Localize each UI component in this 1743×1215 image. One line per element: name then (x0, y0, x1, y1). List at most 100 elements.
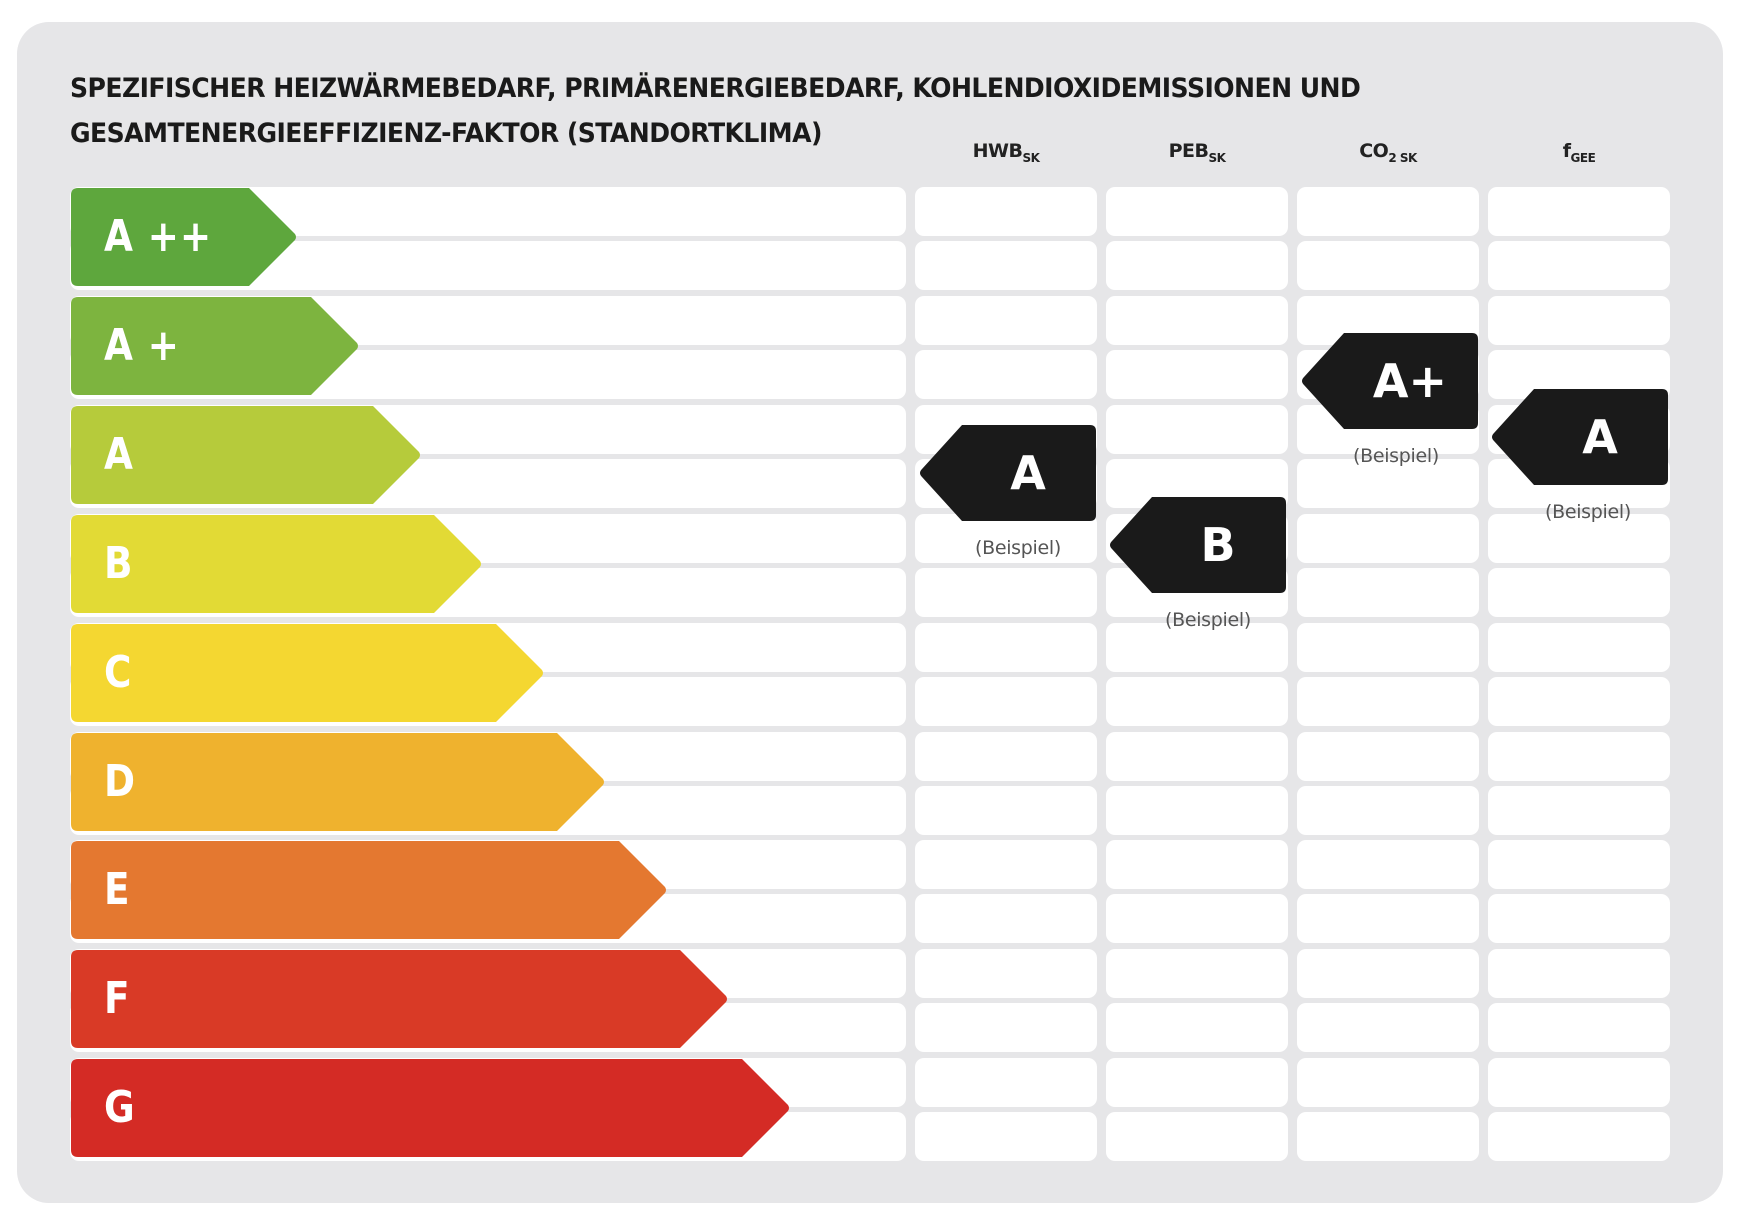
class-label: E (104, 864, 131, 916)
class-label: D (104, 755, 136, 807)
marker-arrow-shape (1492, 389, 1668, 485)
class-label: B (104, 537, 134, 589)
arrow-shape (71, 188, 296, 286)
arrow-shape (71, 1059, 789, 1158)
class-arrow-0: A ++ (70, 187, 297, 287)
marker-hwb-label: A (1010, 446, 1046, 500)
marker-fgee-caption: (Beispiel) (1544, 501, 1632, 523)
grid-cell (915, 513, 1097, 563)
grid-cell (1106, 349, 1288, 399)
grid-cell (915, 949, 1097, 999)
grid-cell (1106, 622, 1288, 672)
grid-cell (1297, 840, 1479, 890)
grid-cell (1297, 1112, 1479, 1162)
grid-cell (1488, 894, 1670, 944)
column-header-hwb: HWBSK (915, 140, 1097, 165)
grid-cell (1488, 241, 1670, 290)
grid-cell (1297, 241, 1479, 290)
grid-cell (1297, 567, 1479, 617)
column-header-fgee: fGEE (1488, 140, 1670, 165)
grid-cell (1106, 894, 1288, 944)
column-header-co2-subscript: 2 (1388, 151, 1397, 165)
grid-cell (1297, 1003, 1479, 1053)
column-header-fgee-sub: GEE (1570, 151, 1596, 165)
column-header-peb-main: PEB (1168, 140, 1209, 162)
grid-cell (1488, 1058, 1670, 1108)
grid-cell (915, 187, 1097, 236)
grid-cell (1488, 840, 1670, 890)
marker-fgee: A (1490, 387, 1670, 487)
column-header-co2: CO2 SK (1297, 140, 1479, 165)
grid-cell (915, 622, 1097, 672)
grid-cell (1106, 949, 1288, 999)
marker-arrow-shape (1110, 497, 1286, 593)
class-label: G (104, 1082, 136, 1134)
grid-cell (1488, 949, 1670, 999)
grid-cell (1106, 731, 1288, 781)
class-arrow-8: G (70, 1058, 790, 1158)
class-label: A (104, 428, 134, 480)
marker-peb-caption: (Beispiel) (1164, 609, 1252, 631)
grid-cell (1106, 187, 1288, 236)
grid-cell (1297, 1058, 1479, 1108)
arrow-shape (71, 296, 358, 395)
grid-cell (1488, 513, 1670, 563)
grid-cell (915, 676, 1097, 726)
grid-cell (915, 295, 1097, 345)
grid-cell (915, 567, 1097, 617)
arrow-shape (71, 514, 481, 613)
marker-peb-label: B (1200, 518, 1236, 572)
grid-cell (1488, 1003, 1670, 1053)
grid-cell (1488, 295, 1670, 345)
class-arrow-1: A + (70, 296, 359, 396)
grid-cell (1106, 404, 1288, 454)
grid-cell (1488, 785, 1670, 835)
marker-co2-label: A+ (1372, 354, 1448, 408)
marker-hwb: A (918, 423, 1098, 523)
class-arrow-6: E (70, 840, 667, 940)
marker-peb: B (1108, 495, 1288, 595)
grid-cell (1488, 731, 1670, 781)
grid-cell (915, 840, 1097, 890)
grid-cell (1488, 676, 1670, 726)
grid-cell (1488, 187, 1670, 236)
marker-hwb-caption: (Beispiel) (974, 537, 1062, 559)
grid-cell (1488, 1112, 1670, 1162)
class-arrow-7: F (70, 949, 728, 1049)
column-header-hwb-main: HWB (972, 140, 1023, 162)
grid-cell (1106, 676, 1288, 726)
grid-cell (915, 349, 1097, 399)
grid-cell (1297, 622, 1479, 672)
grid-cell (1297, 458, 1479, 508)
grid-cell (915, 1112, 1097, 1162)
grid-cell (1297, 187, 1479, 236)
grid-cell (1106, 241, 1288, 290)
marker-arrow-shape (1302, 333, 1478, 429)
grid-cell (915, 241, 1097, 290)
column-header-peb-sub: SK (1208, 151, 1226, 165)
column-header-hwb-sub: SK (1022, 151, 1040, 165)
grid-cell (1297, 676, 1479, 726)
marker-fgee-label: A (1582, 410, 1618, 464)
arrow-shape (71, 841, 666, 940)
marker-arrow-shape (920, 425, 1096, 521)
grid-cell (1106, 1003, 1288, 1053)
grid-cell (1488, 622, 1670, 672)
title-line-1: SPEZIFISCHER HEIZWÄRMEBEDARF, PRIMÄRENER… (70, 73, 1361, 104)
chart-title: SPEZIFISCHER HEIZWÄRMEBEDARF, PRIMÄRENER… (70, 66, 1465, 156)
grid-cell (1297, 894, 1479, 944)
grid-cell (1106, 295, 1288, 345)
class-arrow-3: B (70, 514, 482, 614)
grid-cell (1106, 1112, 1288, 1162)
grid-cell (915, 894, 1097, 944)
class-label: C (104, 646, 133, 698)
grid-cell (915, 785, 1097, 835)
grid-cell (1106, 840, 1288, 890)
marker-co2-caption: (Beispiel) (1352, 445, 1440, 467)
grid-cell (1297, 949, 1479, 999)
arrow-shape (71, 623, 543, 722)
grid-cell (915, 1058, 1097, 1108)
grid-cell (1297, 513, 1479, 563)
title-line-2: GESAMTENERGIEEFFIZIENZ-FAKTOR (STANDORTK… (70, 118, 822, 149)
class-arrow-5: D (70, 732, 605, 832)
